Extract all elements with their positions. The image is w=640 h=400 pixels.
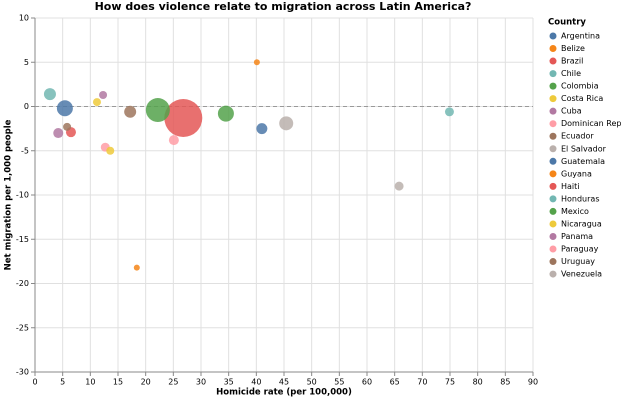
x-tick-label: 35 [224,378,234,387]
x-tick-label: 85 [500,378,510,387]
x-tick-label: 0 [32,378,37,387]
x-tick-label: 30 [196,378,206,387]
legend-swatch [549,70,557,78]
x-tick-label: 60 [362,378,372,387]
legend-label: Costa Rica [561,94,603,103]
legend-label: El Salvador [561,144,607,153]
chart-title: How does violence relate to migration ac… [95,0,472,13]
x-tick-label: 45 [279,378,289,387]
bubble [133,264,140,271]
legend-swatch [549,258,557,266]
bubble [164,99,203,138]
y-tick-label: 5 [24,58,29,67]
legend-swatch [549,45,557,53]
legend-swatch [549,145,557,153]
bubble [56,100,73,117]
y-tick-label: -25 [16,323,29,332]
bubble [106,146,115,155]
legend-label: Argentina [561,32,600,41]
legend-swatch [549,170,557,178]
legend-swatch [549,220,557,228]
x-tick-label: 80 [473,378,483,387]
bubble [279,116,294,131]
y-tick-label: 0 [24,102,29,111]
legend-label: Panama [561,232,593,241]
y-tick-label: -30 [16,368,29,377]
legend-swatch [549,120,557,128]
legend-swatch [549,157,557,165]
x-axis-title: Homicide rate (per 100,000) [216,388,352,398]
y-tick-label: 10 [19,14,29,23]
bubble [256,123,268,135]
legend-label: Dominican Rep [561,119,621,128]
legend-label: Haiti [561,182,580,191]
bubble [217,105,234,122]
legend-title: Country [548,18,586,28]
legend-swatch [549,270,557,278]
legend-swatch [549,132,557,140]
bubble [444,107,454,117]
x-tick-label: 10 [85,378,95,387]
x-tick-label: 50 [307,378,317,387]
y-axis-title: Net migration per 1,000 people [4,119,14,270]
x-tick-label: 55 [334,378,344,387]
x-tick-label: 20 [141,378,151,387]
bubble [99,90,108,99]
legend-label: Paraguay [561,245,599,254]
legend-swatch [549,195,557,203]
legend-label: Chile [561,69,581,78]
legend-label: Colombia [561,82,599,91]
legend-label: Ecuador [561,132,594,141]
bubble [394,181,404,191]
x-tick-label: 70 [417,378,427,387]
legend-swatch [549,82,557,90]
legend-label: Mexico [561,207,589,216]
x-tick-label: 90 [528,378,538,387]
bubble [168,135,179,146]
bubble [43,88,56,101]
x-tick-label: 5 [60,378,65,387]
x-tick-label: 75 [445,378,455,387]
legend-swatch [549,207,557,215]
bubble [53,128,64,139]
legend-label: Guatemala [561,157,605,166]
legend-label: Guyana [561,169,592,178]
legend-label: Uruguay [561,257,595,266]
x-tick-label: 25 [168,378,178,387]
bubble [63,122,72,131]
bubble [124,105,137,118]
x-tick-label: 15 [113,378,123,387]
bubble [253,59,260,66]
legend-label: Honduras [561,194,600,203]
y-tick-label: -10 [16,191,29,200]
legend-swatch [549,232,557,240]
y-tick-label: -5 [21,146,29,155]
legend-swatch [549,182,557,190]
x-tick-label: 65 [390,378,400,387]
legend-swatch [549,245,557,253]
legend-label: Cuba [561,107,582,116]
legend-label: Brazil [561,57,583,66]
legend-swatch [549,57,557,65]
x-tick-label: 40 [251,378,261,387]
legend-swatch [549,95,557,103]
y-tick-label: -20 [16,279,29,288]
legend-swatch [549,107,557,115]
legend-label: Belize [561,44,585,53]
legend-swatch [549,32,557,40]
bubble [92,98,101,107]
legend-label: Nicaragua [561,219,602,228]
y-tick-label: -15 [16,235,29,244]
bubble [145,98,170,123]
legend-label: Venezuela [561,270,602,279]
